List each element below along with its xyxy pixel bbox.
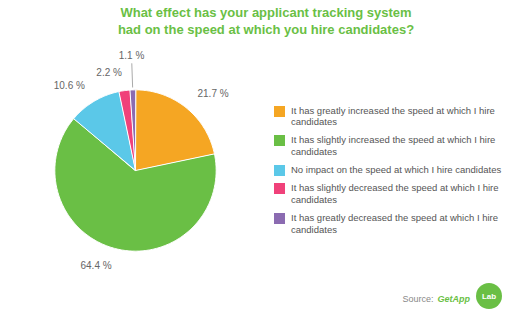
html-text:It has greatly increased the s: It has greatly increased the speed at wh… xyxy=(291,104,495,128)
html-text:It has slightly increased the: It has slightly increased the speed at w… xyxy=(291,134,496,158)
svg-text:64.4 %: 64.4 % xyxy=(80,260,111,271)
svg-text:1.1 %: 1.1 % xyxy=(119,50,145,61)
svg-text:21.7 %: 21.7 % xyxy=(197,88,228,99)
html-text:It has slightly decreased the: It has slightly decreased the speed at w… xyxy=(291,182,499,205)
html-text:Lab: Lab xyxy=(481,291,497,301)
html-text:No impact on the speed at whic: No impact on the speed at which I hire c… xyxy=(291,164,502,175)
html-text:It has greatly decreased the s: It has greatly decreased the speed at wh… xyxy=(291,211,498,235)
svg-text:10.6 %: 10.6 % xyxy=(54,80,85,91)
html-text:Source: GetApp: Source: GetApp xyxy=(402,294,470,304)
html-text:What effect has your applicant: What effect has your applicant tracking … xyxy=(117,5,415,37)
svg-text:2.2 %: 2.2 % xyxy=(96,67,122,78)
